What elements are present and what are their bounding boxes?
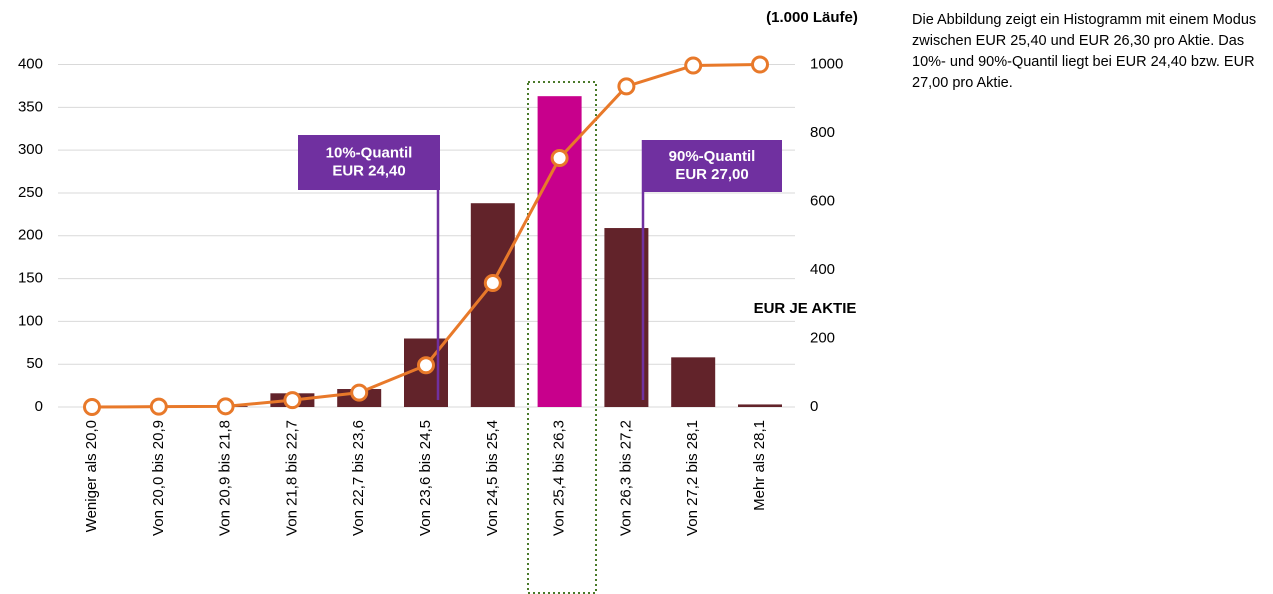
line-marker — [216, 397, 235, 416]
y2-tick-label: 400 — [810, 261, 835, 278]
x-tick-label: Von 20,0 bis 20,9 — [150, 420, 167, 536]
y2-tick-label: 600 — [810, 192, 835, 209]
line-marker — [417, 356, 435, 375]
y-tick-label: 250 — [18, 184, 43, 201]
line-marker — [617, 77, 636, 96]
x-tick-label: Von 23,6 bis 24,5 — [417, 420, 434, 536]
annotation-box — [642, 140, 782, 192]
annotation-text: EUR 27,00 — [675, 166, 748, 183]
x-tick-label: Von 22,7 bis 23,6 — [350, 420, 367, 536]
y-tick-label: 50 — [26, 355, 43, 372]
bar — [671, 357, 716, 407]
bar — [537, 96, 582, 408]
y-tick-label: 0 — [35, 398, 43, 415]
line-marker — [483, 274, 502, 293]
chart: (1.000 Läufe) EUR JE AKTIE 0 50 100 150 200 2… — [18, 9, 858, 594]
y-tick-label: 100 — [18, 312, 43, 329]
y2-tick-label: 1000 — [810, 55, 843, 72]
line-marker — [751, 55, 769, 74]
x-tick-label: Von 20,9 bis 21,8 — [217, 420, 234, 536]
y2-axis-label: (1.000 Läufe) — [766, 9, 858, 26]
y-tick-label: 150 — [18, 270, 43, 287]
annotation-text: 10%-Quantil — [326, 144, 413, 161]
x-axis-label: EUR JE AKTIE — [754, 300, 857, 317]
x-tick-label: Von 21,8 bis 22,7 — [283, 420, 300, 536]
line-marker — [550, 149, 569, 168]
line-marker — [83, 398, 101, 416]
bar — [604, 228, 649, 407]
y-tick-label: 350 — [18, 98, 43, 115]
y2-tick-label: 0 — [810, 398, 818, 415]
x-tick-label: Von 26,3 bis 27,2 — [617, 420, 634, 536]
x-tick-label: Von 24,5 bis 25,4 — [484, 420, 501, 536]
y2-tick-label: 200 — [810, 329, 835, 346]
y-tick-label: 300 — [18, 141, 43, 158]
annotation-text: EUR 24,40 — [332, 162, 405, 179]
line-marker — [684, 56, 703, 75]
y2-tick-label: 800 — [810, 124, 835, 141]
x-tick-label: Weniger als 20,0 — [83, 420, 100, 532]
line-marker — [350, 383, 369, 402]
y-tick-label: 400 — [18, 55, 43, 72]
bar — [738, 404, 782, 407]
annotation-box — [298, 135, 440, 190]
annotation-text: 90%-Quantil — [669, 148, 756, 165]
y-tick-label: 200 — [18, 227, 43, 244]
line-marker — [283, 391, 302, 410]
x-tick-label: Von 27,2 bis 28,1 — [684, 420, 701, 536]
description: Die Abbildung zeigt ein Histogramm mit e… — [912, 12, 1257, 91]
bar — [470, 203, 515, 407]
x-tick-label: Von 25,4 bis 26,3 — [551, 420, 568, 536]
line-marker — [149, 397, 168, 416]
x-tick-label: Mehr als 28,1 — [751, 420, 768, 511]
